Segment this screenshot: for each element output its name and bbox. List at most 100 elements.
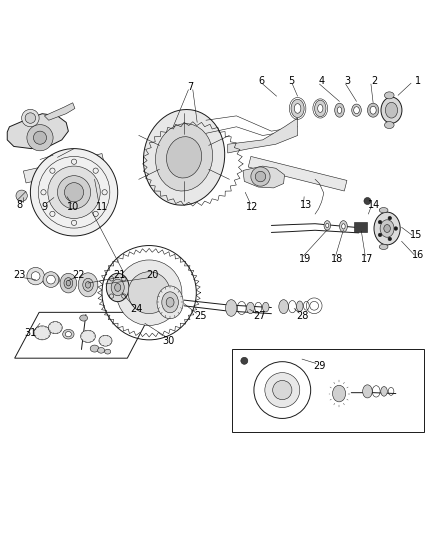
Text: 7: 7 bbox=[187, 82, 194, 92]
Circle shape bbox=[128, 272, 170, 313]
Ellipse shape bbox=[279, 300, 288, 313]
Circle shape bbox=[21, 109, 39, 127]
Ellipse shape bbox=[297, 301, 303, 311]
Circle shape bbox=[255, 171, 266, 182]
Text: 23: 23 bbox=[14, 270, 26, 280]
Circle shape bbox=[43, 272, 59, 287]
Bar bbox=[232, 349, 424, 432]
Ellipse shape bbox=[66, 280, 71, 286]
Circle shape bbox=[378, 220, 382, 224]
Polygon shape bbox=[228, 118, 297, 153]
Ellipse shape bbox=[374, 212, 400, 245]
Circle shape bbox=[64, 183, 84, 202]
Ellipse shape bbox=[115, 284, 121, 292]
Text: 21: 21 bbox=[113, 270, 126, 280]
Ellipse shape bbox=[78, 273, 98, 297]
Ellipse shape bbox=[63, 329, 74, 339]
FancyArrow shape bbox=[248, 156, 347, 191]
Text: 10: 10 bbox=[67, 201, 79, 212]
Text: 2: 2 bbox=[371, 76, 377, 86]
Ellipse shape bbox=[385, 102, 398, 118]
Ellipse shape bbox=[314, 100, 326, 117]
Ellipse shape bbox=[162, 292, 178, 313]
Polygon shape bbox=[7, 114, 68, 149]
Circle shape bbox=[273, 381, 292, 400]
Ellipse shape bbox=[106, 273, 129, 302]
Ellipse shape bbox=[370, 106, 376, 114]
Ellipse shape bbox=[354, 107, 359, 114]
Text: 5: 5 bbox=[288, 76, 294, 86]
Ellipse shape bbox=[381, 97, 402, 123]
Ellipse shape bbox=[60, 273, 77, 293]
Bar bbox=[354, 222, 367, 232]
Circle shape bbox=[388, 237, 392, 240]
Circle shape bbox=[25, 113, 35, 123]
Ellipse shape bbox=[226, 300, 237, 316]
Text: 20: 20 bbox=[146, 270, 159, 280]
Circle shape bbox=[33, 131, 46, 144]
Circle shape bbox=[251, 167, 270, 186]
Circle shape bbox=[27, 125, 53, 151]
Ellipse shape bbox=[111, 279, 124, 296]
Ellipse shape bbox=[337, 107, 342, 114]
Ellipse shape bbox=[379, 244, 388, 249]
Text: 9: 9 bbox=[41, 201, 47, 212]
Text: 4: 4 bbox=[318, 76, 325, 86]
Text: 3: 3 bbox=[345, 76, 351, 86]
Circle shape bbox=[394, 227, 398, 230]
Ellipse shape bbox=[166, 136, 201, 178]
Polygon shape bbox=[44, 103, 75, 120]
Circle shape bbox=[16, 190, 27, 201]
Ellipse shape bbox=[332, 385, 346, 402]
Ellipse shape bbox=[339, 221, 347, 232]
Circle shape bbox=[57, 176, 91, 209]
Ellipse shape bbox=[367, 103, 379, 117]
Ellipse shape bbox=[80, 315, 88, 321]
Ellipse shape bbox=[166, 297, 174, 307]
Text: 12: 12 bbox=[247, 201, 259, 212]
Ellipse shape bbox=[291, 99, 304, 118]
Ellipse shape bbox=[65, 332, 71, 337]
Text: 15: 15 bbox=[410, 230, 423, 240]
Ellipse shape bbox=[143, 110, 225, 205]
Text: 22: 22 bbox=[72, 270, 85, 280]
Text: 14: 14 bbox=[368, 199, 380, 209]
Text: 29: 29 bbox=[313, 361, 325, 371]
Ellipse shape bbox=[324, 221, 331, 230]
Circle shape bbox=[364, 198, 371, 205]
Text: 25: 25 bbox=[194, 311, 206, 321]
Ellipse shape bbox=[98, 348, 105, 353]
Ellipse shape bbox=[294, 103, 301, 113]
Circle shape bbox=[378, 233, 382, 237]
Circle shape bbox=[30, 149, 118, 236]
Ellipse shape bbox=[157, 286, 183, 319]
Ellipse shape bbox=[328, 381, 350, 407]
Ellipse shape bbox=[85, 281, 91, 288]
Ellipse shape bbox=[262, 302, 269, 312]
Text: 24: 24 bbox=[131, 304, 143, 314]
Ellipse shape bbox=[155, 124, 212, 191]
Text: 8: 8 bbox=[16, 199, 22, 209]
Ellipse shape bbox=[105, 349, 111, 354]
Ellipse shape bbox=[81, 330, 95, 343]
Text: 11: 11 bbox=[96, 201, 108, 212]
Circle shape bbox=[46, 275, 55, 284]
Ellipse shape bbox=[384, 224, 390, 232]
Text: 18: 18 bbox=[331, 254, 343, 264]
Text: 28: 28 bbox=[297, 311, 309, 321]
Ellipse shape bbox=[342, 224, 345, 229]
Circle shape bbox=[241, 357, 248, 364]
Text: 16: 16 bbox=[413, 250, 425, 260]
Text: 13: 13 bbox=[300, 199, 312, 209]
Ellipse shape bbox=[318, 104, 323, 112]
Ellipse shape bbox=[64, 278, 73, 288]
Polygon shape bbox=[243, 166, 285, 188]
Ellipse shape bbox=[352, 104, 361, 116]
Ellipse shape bbox=[381, 386, 387, 396]
Ellipse shape bbox=[48, 321, 62, 334]
Ellipse shape bbox=[335, 103, 344, 117]
Text: 17: 17 bbox=[361, 254, 374, 264]
Ellipse shape bbox=[326, 223, 329, 228]
Circle shape bbox=[31, 272, 40, 280]
Circle shape bbox=[265, 373, 300, 408]
